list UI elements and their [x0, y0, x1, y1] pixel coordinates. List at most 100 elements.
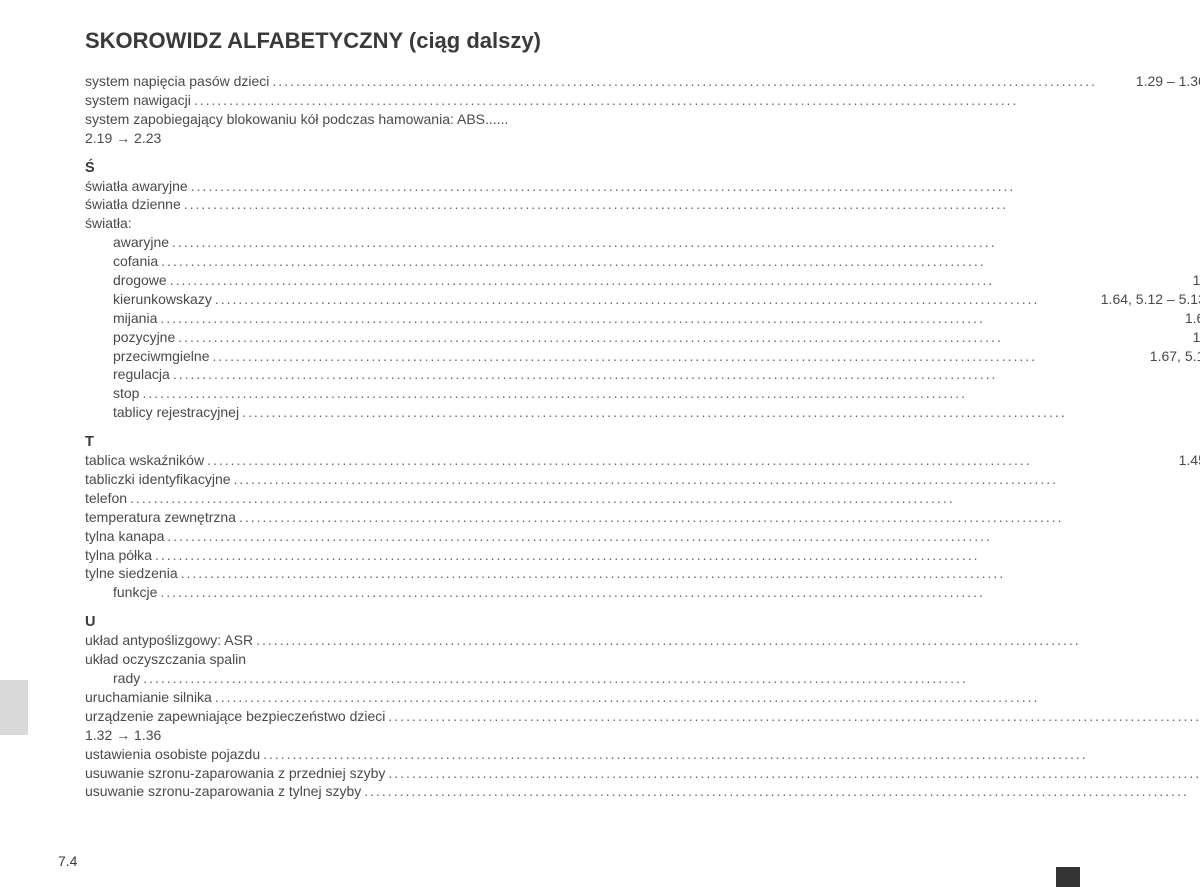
entry-label: awaryjne [113, 233, 169, 252]
entry-label: kierunkowskazy [113, 290, 212, 309]
entry-label: tablicy rejestracyjnej [113, 403, 239, 422]
leader-dots [207, 451, 1176, 470]
entry-label: stop [113, 384, 139, 403]
index-entry: usuwanie szronu-zaparowania z przedniej … [85, 764, 1200, 783]
index-entry: urządzenie zapewniające bezpieczeństwo d… [85, 707, 1200, 726]
entry-label: światła dzienne [85, 195, 181, 214]
leader-dots [181, 564, 1200, 583]
index-entry: tylna kanapa 3.23 [85, 527, 1200, 546]
index-entry: drogowe 1.66, 5.12, 5.17 [85, 271, 1200, 290]
index-entry: tylna półka 3.26 – 3.27 [85, 546, 1200, 565]
leader-dots [142, 384, 1200, 403]
entry-label: tablica wskaźników [85, 451, 204, 470]
index-line: 1.32 → 1.36 [85, 726, 1200, 745]
entry-label: funkcje [113, 583, 157, 602]
entry-label: system napięcia pasów dzieci [85, 72, 269, 91]
entry-label: mijania [113, 309, 157, 328]
index-line: światła: [85, 214, 1200, 233]
index-entry: funkcje 3.23 [85, 583, 1200, 602]
entry-label: tylna kanapa [85, 527, 164, 546]
left-column: system napięcia pasów dzieci 1.29 – 1.30… [85, 72, 1200, 867]
leader-dots [172, 233, 1200, 252]
leader-dots [388, 707, 1200, 726]
leader-dots [234, 470, 1200, 489]
entry-label: usuwanie szronu-zaparowania z tylnej szy… [85, 782, 361, 801]
index-entry: tablicy rejestracyjnej 5.19 [85, 403, 1200, 422]
entry-label: uruchamianie silnika [85, 688, 212, 707]
leader-dots [194, 91, 1200, 110]
page-number: 7.4 [58, 853, 77, 869]
leader-dots [242, 403, 1200, 422]
leader-dots [160, 583, 1200, 602]
leader-dots [215, 290, 1098, 309]
index-entry: rady 2.12 [85, 669, 1200, 688]
leader-dots [239, 508, 1200, 527]
entry-label: układ antypoślizgowy: ASR [85, 631, 253, 650]
leader-dots [160, 309, 1181, 328]
index-line: system zapobiegający blokowaniu kół podc… [85, 110, 1200, 129]
entry-label: temperatura zewnętrzna [85, 508, 236, 527]
entry-pages: 1.66, 5.12, 5.17 [1193, 271, 1200, 290]
entry-pages: 1.65, 5.12 – 5.13 [1185, 309, 1200, 328]
index-line: 2.19 → 2.23 [85, 129, 1200, 148]
leader-dots [173, 365, 1200, 384]
index-page: SKOROWIDZ ALFABETYCZNY (ciąg dalszy) sys… [0, 0, 1200, 887]
leader-dots [155, 546, 1200, 565]
index-entry: regulacja 1.68 [85, 365, 1200, 384]
leader-dots [170, 271, 1190, 290]
leader-dots [184, 195, 1200, 214]
entry-pages: 1.65, 5.13, 5.15 [1193, 328, 1200, 347]
index-entry: stop 5.15 [85, 384, 1200, 403]
index-entry: awaryjne 1.64 [85, 233, 1200, 252]
entry-label: pozycyjne [113, 328, 175, 347]
entry-label: tabliczki identyfikacyjne [85, 470, 231, 489]
entry-label: cofania [113, 252, 158, 271]
entry-pages: 1.45 → 1.59, 1.65 [1179, 451, 1200, 470]
entry-label: tylna półka [85, 546, 152, 565]
leader-dots [263, 745, 1200, 764]
bottom-tab-marker [1056, 867, 1080, 887]
index-entry: ustawienia osobiste pojazdu 1.60 [85, 745, 1200, 764]
index-entry: system nawigacji 3.34 [85, 91, 1200, 110]
index-entry: układ antypoślizgowy: ASR 2.19 → 2.23 [85, 631, 1200, 650]
entry-label: regulacja [113, 365, 170, 384]
entry-pages: 1.64, 5.12 – 5.13, 5.15 → 5.19 [1101, 290, 1200, 309]
entry-label: telefon [85, 489, 127, 508]
leader-dots [167, 527, 1200, 546]
entry-label: urządzenie zapewniające bezpieczeństwo d… [85, 707, 385, 726]
index-entry: tabliczki identyfikacyjne 6.2 [85, 470, 1200, 489]
side-tab-marker [0, 680, 28, 735]
entry-pages: 1.29 – 1.30, 1.32 → 1.36 [1136, 72, 1200, 91]
entry-label: światła awaryjne [85, 177, 188, 196]
leader-dots [143, 669, 1200, 688]
index-entry: uruchamianie silnika 2.3 → 2.5 [85, 688, 1200, 707]
index-entry: pozycyjne 1.65, 5.13, 5.15 [85, 328, 1200, 347]
leader-dots [212, 347, 1146, 366]
index-entry: przeciwmgielne 1.67, 5.14 – 5.15, 5.17 [85, 347, 1200, 366]
leader-dots [130, 489, 1200, 508]
entry-pages: 1.67, 5.14 – 5.15, 5.17 [1150, 347, 1200, 366]
two-column-layout: system napięcia pasów dzieci 1.29 – 1.30… [85, 72, 1145, 867]
index-entry: światła awaryjne 1.64 – 1.65 [85, 177, 1200, 196]
index-entry: tablica wskaźników 1.45 → 1.59, 1.65 [85, 451, 1200, 470]
index-entry: system napięcia pasów dzieci 1.29 – 1.30… [85, 72, 1200, 91]
index-entry: światła dzienne 1.65 [85, 195, 1200, 214]
leader-dots [191, 177, 1200, 196]
leader-dots [364, 782, 1200, 801]
index-entry: mijania 1.65, 5.12 – 5.13 [85, 309, 1200, 328]
leader-dots [388, 764, 1200, 783]
index-entry: kierunkowskazy 1.64, 5.12 – 5.13, 5.15 →… [85, 290, 1200, 309]
leader-dots [215, 688, 1200, 707]
page-title: SKOROWIDZ ALFABETYCZNY (ciąg dalszy) [85, 28, 1145, 54]
leader-dots [161, 252, 1200, 271]
entry-label: drogowe [113, 271, 167, 290]
entry-label: rady [113, 669, 140, 688]
entry-label: ustawienia osobiste pojazdu [85, 745, 260, 764]
entry-label: przeciwmgielne [113, 347, 209, 366]
index-entry: tylne siedzenia 2.22 [85, 564, 1200, 583]
section-header: U [85, 614, 1200, 630]
index-entry: usuwanie szronu-zaparowania z tylnej szy… [85, 782, 1200, 801]
entry-label: tylne siedzenia [85, 564, 178, 583]
leader-dots [256, 631, 1200, 650]
leader-dots [272, 72, 1132, 91]
